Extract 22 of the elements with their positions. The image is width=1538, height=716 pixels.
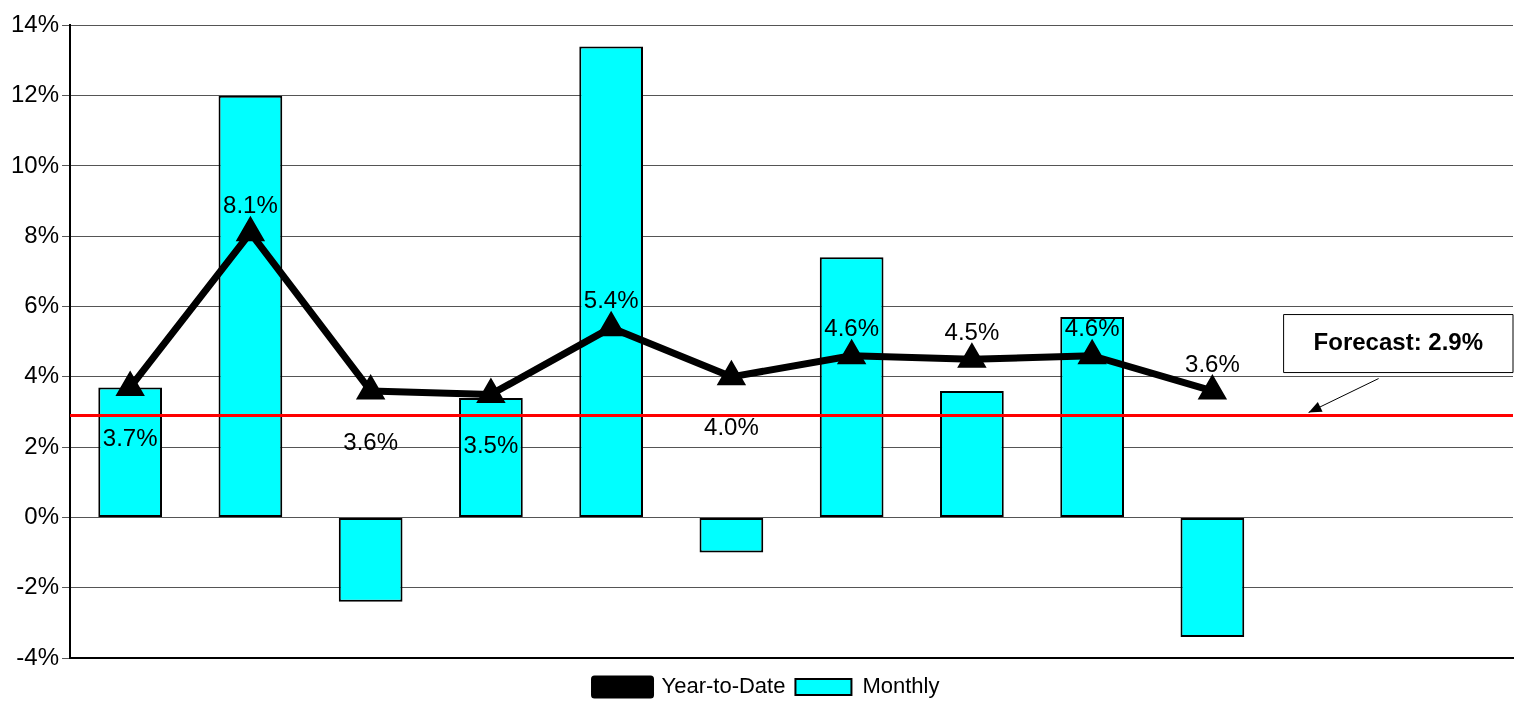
y-tick-label: 6%	[24, 291, 60, 319]
y-tick-label: 8%	[24, 220, 60, 248]
y-tick-label: 10%	[10, 150, 60, 178]
y-tick-label: 4%	[24, 361, 60, 389]
y-tick-label: -2%	[16, 572, 60, 600]
y-tick-label: 2%	[24, 431, 60, 459]
data-label: 3.6%	[1185, 349, 1240, 377]
data-label: 4.6%	[1064, 314, 1120, 342]
legend-label: Monthly	[862, 673, 940, 699]
y-tick-label: -4%	[16, 642, 60, 670]
ref-line-label: Forecast: 2.9%	[1313, 328, 1483, 356]
y-tick-label: 0%	[24, 502, 60, 530]
legend-label: Year-to-Date	[661, 673, 786, 699]
data-label: 3.7%	[102, 424, 158, 452]
data-label: 5.4%	[583, 286, 639, 314]
data-label: 3.5%	[463, 431, 519, 459]
data-label: 4.5%	[944, 317, 1000, 345]
y-tick-label: 12%	[10, 80, 60, 108]
data-label: 4.0%	[704, 413, 759, 441]
data-label: 4.6%	[824, 314, 879, 342]
data-label: 8.1%	[223, 191, 278, 219]
y-tick-label: 14%	[10, 10, 60, 38]
